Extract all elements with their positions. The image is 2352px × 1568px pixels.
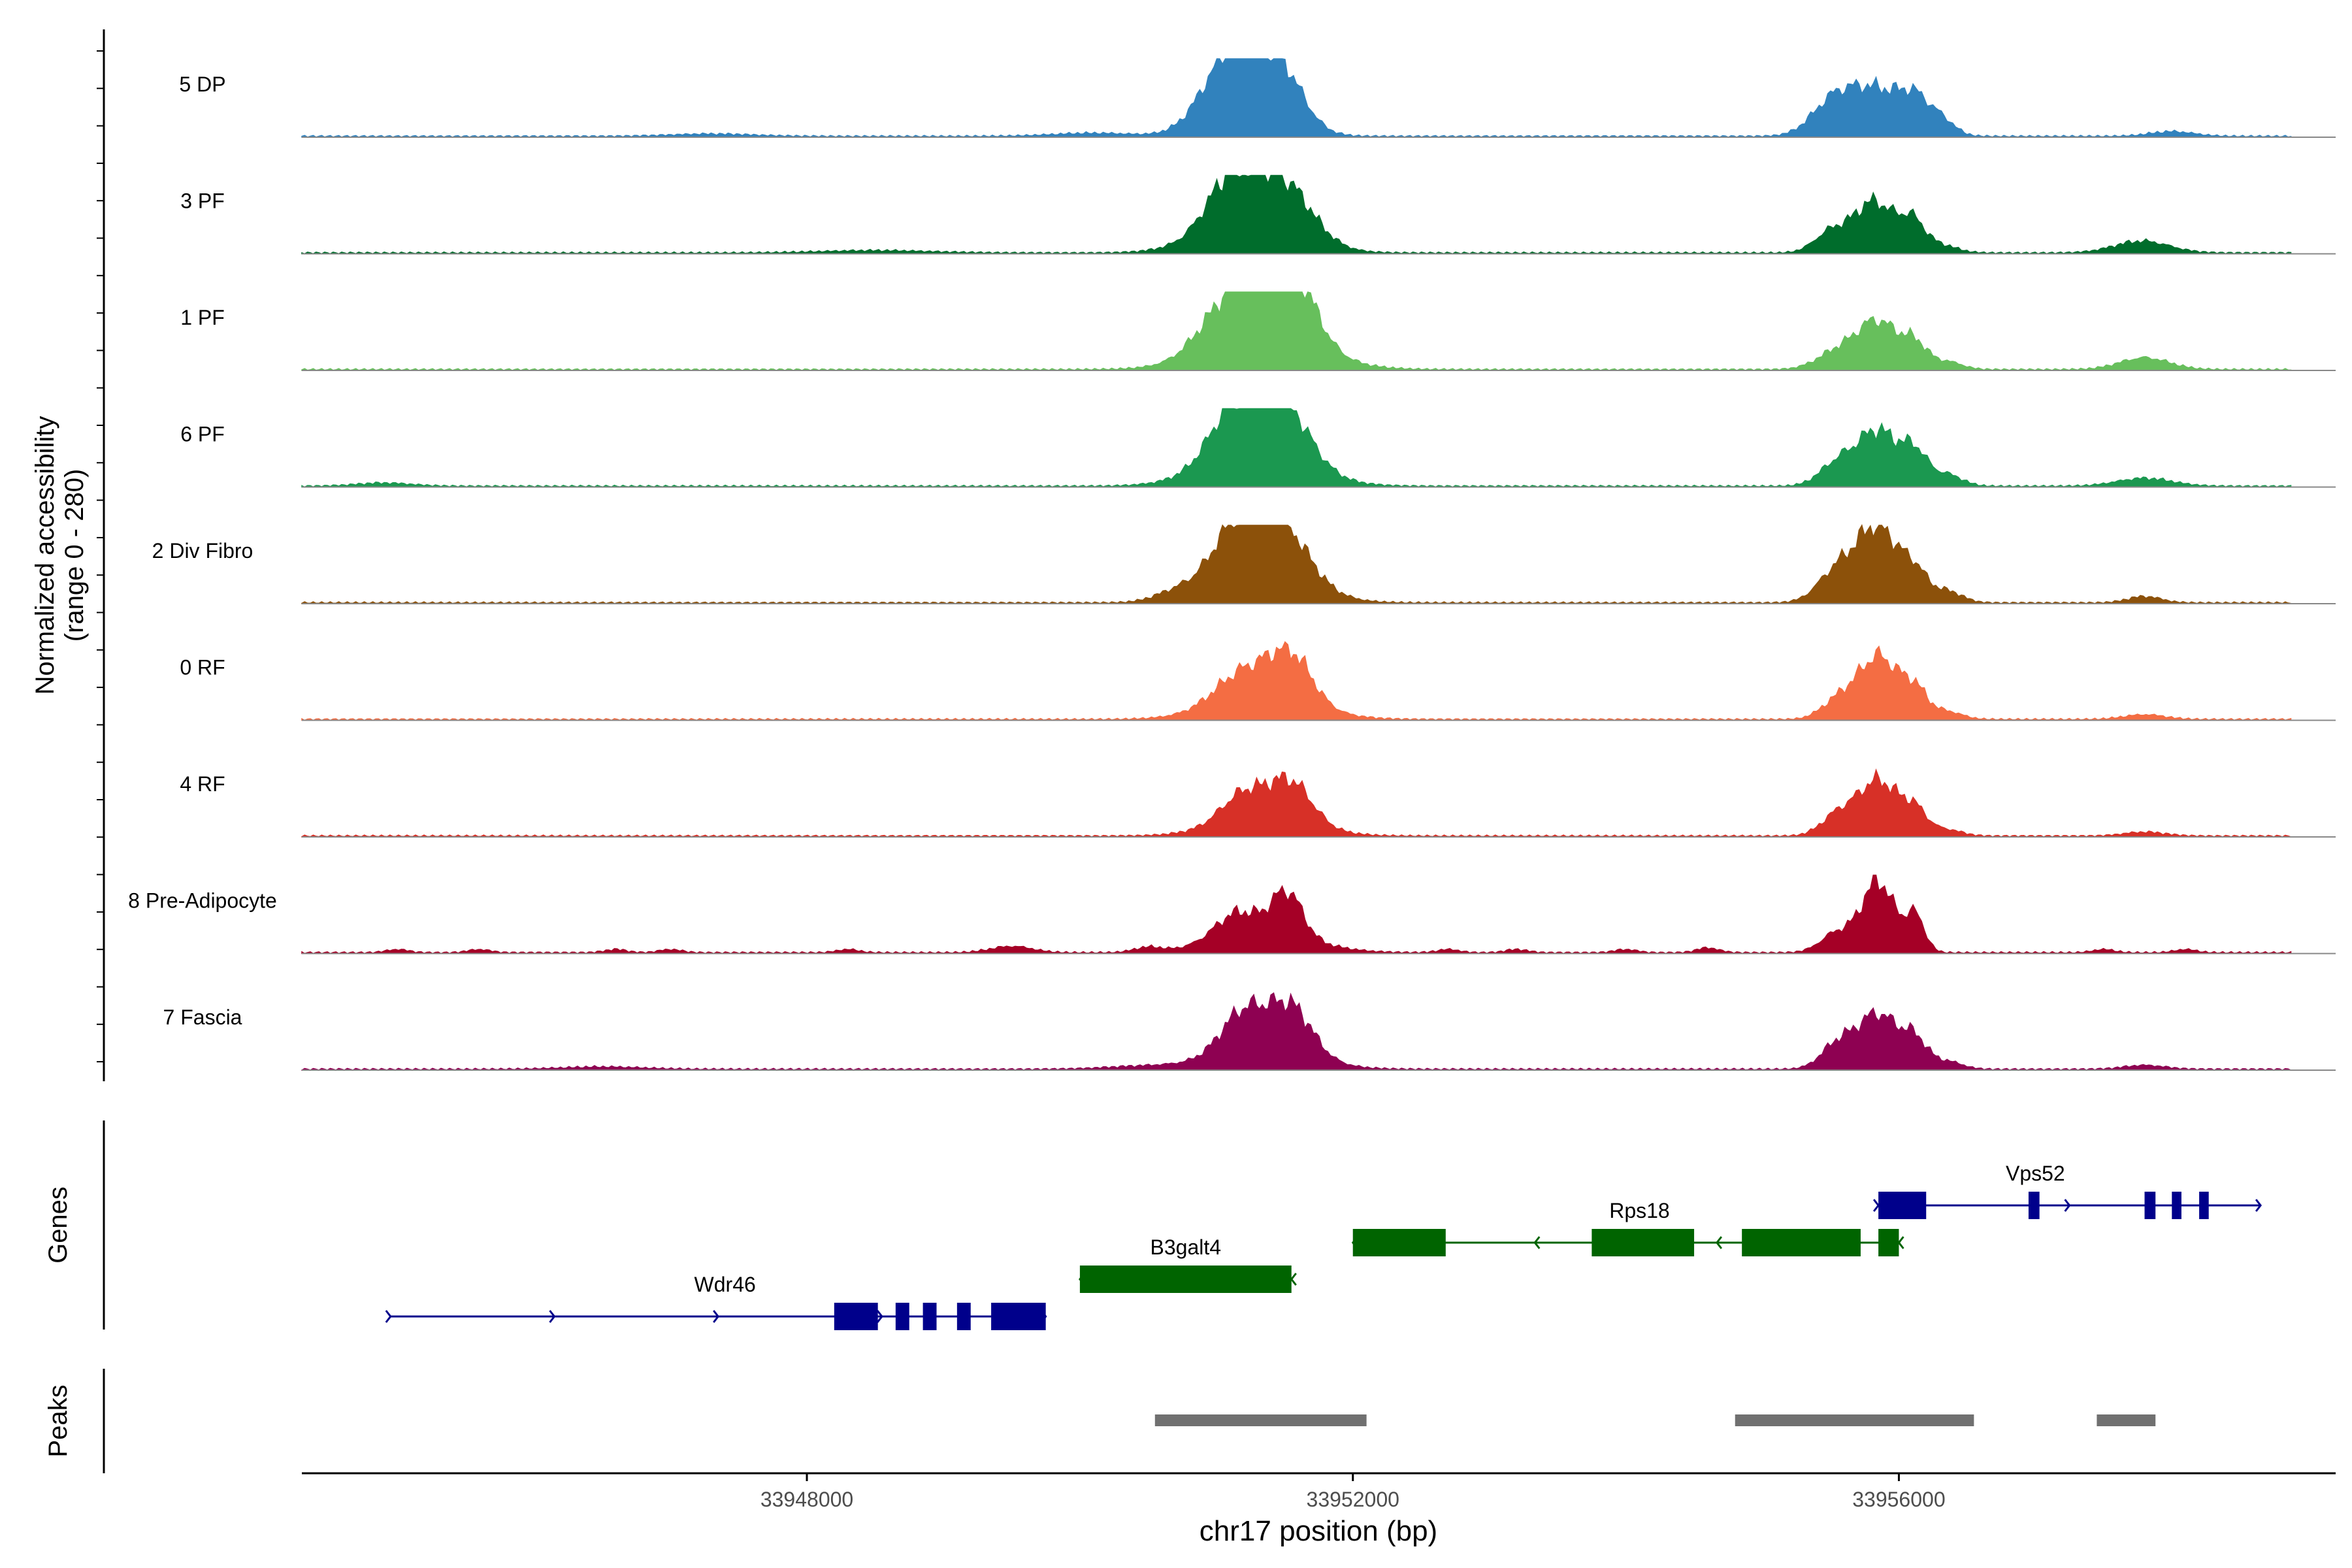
gene-exon: [1878, 1229, 1899, 1256]
track-3-pf: 3 PF: [180, 174, 2336, 255]
track-4-rf: 4 RF: [180, 768, 2336, 838]
peaks-panel: [1154, 1414, 2156, 1426]
gene-exon: [1878, 1192, 1927, 1219]
track-8-pre-adipocyte: 8 Pre-Adipocyte: [128, 874, 2336, 955]
peaks-panel-label: Peaks: [44, 1384, 73, 1457]
track-6-pf: 6 PF: [180, 408, 2336, 488]
track-label-0-rf: 0 RF: [180, 656, 225, 679]
coverage-area-0-rf: [301, 641, 2292, 721]
y-axis-label-line2: (range 0 - 280): [60, 469, 89, 642]
gene-exon: [1352, 1229, 1446, 1256]
strand-arrow: [876, 1310, 883, 1323]
strand-arrow: [1533, 1236, 1541, 1249]
strand-arrow: [549, 1310, 556, 1323]
track-label-1-pf: 1 PF: [180, 306, 225, 329]
gene-label-rps18: Rps18: [1609, 1199, 1670, 1222]
strand-arrow: [2064, 1199, 2071, 1212]
gene-exon: [2199, 1192, 2209, 1219]
gene-exon: [991, 1303, 1046, 1330]
gene-exon: [923, 1303, 937, 1330]
coverage-area-3-pf: [301, 174, 2292, 255]
coverage-area-8-pre-adipocyte: [301, 874, 2292, 955]
peak-region: [1154, 1414, 1367, 1426]
gene-label-b3galt4: B3galt4: [1151, 1235, 1222, 1259]
gene-exon: [2172, 1192, 2181, 1219]
strand-arrow: [713, 1310, 720, 1323]
gene-exon: [1592, 1229, 1695, 1256]
gene-label-wdr46: Wdr46: [694, 1273, 756, 1296]
track-7-fascia: 7 Fascia: [163, 992, 2336, 1071]
x-tick-label: 33956000: [1852, 1488, 1945, 1511]
gene-exon: [2028, 1192, 2040, 1219]
gene-exon: [834, 1303, 878, 1330]
gene-exon: [956, 1303, 971, 1330]
track-label-3-pf: 3 PF: [180, 189, 225, 213]
coverage-area-6-pf: [301, 408, 2292, 488]
track-label-6-pf: 6 PF: [180, 423, 225, 446]
x-axis-label: chr17 position (bp): [1200, 1515, 1437, 1547]
gene-exon: [2144, 1192, 2156, 1219]
track-label-5-dp: 5 DP: [179, 73, 225, 96]
peak-region: [2097, 1414, 2156, 1426]
strand-arrow: [1897, 1236, 1904, 1249]
coverage-area-7-fascia: [301, 992, 2291, 1071]
strand-arrow: [1872, 1199, 1880, 1212]
track-label-7-fascia: 7 Fascia: [163, 1005, 242, 1029]
coverage-area-4-rf: [301, 768, 2292, 838]
gene-label-vps52: Vps52: [2006, 1162, 2065, 1185]
x-axis-ticks: 33948000 33952000 33956000: [760, 1473, 1946, 1511]
gene-wdr46: Wdr46: [385, 1273, 1047, 1330]
peak-region: [1735, 1414, 1974, 1426]
gene-b3galt4: B3galt4: [1078, 1235, 1297, 1293]
coverage-tracks: 5 DP 3 PF 1 PF 6 PF 2 Div Fibro 0 RF 4 RF 8 Pre…: [128, 58, 2336, 1071]
coverage-area-5-dp: [301, 58, 2292, 138]
track-label-4-rf: 4 RF: [180, 772, 225, 796]
y-axis-label-line1: Normalized accessibility: [31, 416, 59, 695]
genes-panel-label: Genes: [44, 1186, 73, 1264]
track-label-8-pre-adipocyte: 8 Pre-Adipocyte: [128, 889, 277, 913]
track-5-dp: 5 DP: [179, 58, 2336, 138]
gene-exon: [895, 1303, 909, 1330]
gene-exon: [1742, 1229, 1861, 1256]
strand-arrow: [385, 1310, 392, 1323]
gene-exon: [1079, 1266, 1292, 1293]
x-tick-label: 33948000: [760, 1488, 853, 1511]
x-tick-label: 33952000: [1307, 1488, 1399, 1511]
track-2-div-fibro: 2 Div Fibro: [152, 524, 2336, 604]
strand-arrow: [2255, 1199, 2262, 1212]
genes-panel: Wdr46 B3galt4 Rps18 Vps52: [385, 1162, 2262, 1330]
track-1-pf: 1 PF: [180, 291, 2336, 371]
gene-rps18: Rps18: [1351, 1199, 1904, 1256]
strand-arrow: [1290, 1273, 1297, 1286]
strand-arrow: [1715, 1236, 1723, 1249]
coverage-y-ticks: [97, 50, 104, 1063]
coverage-area-1-pf: [301, 291, 2292, 371]
track-0-rf: 0 RF: [180, 641, 2336, 721]
gene-vps52: Vps52: [1872, 1162, 2262, 1219]
coverage-area-2-div-fibro: [301, 524, 2292, 604]
track-label-2-div-fibro: 2 Div Fibro: [152, 539, 253, 563]
